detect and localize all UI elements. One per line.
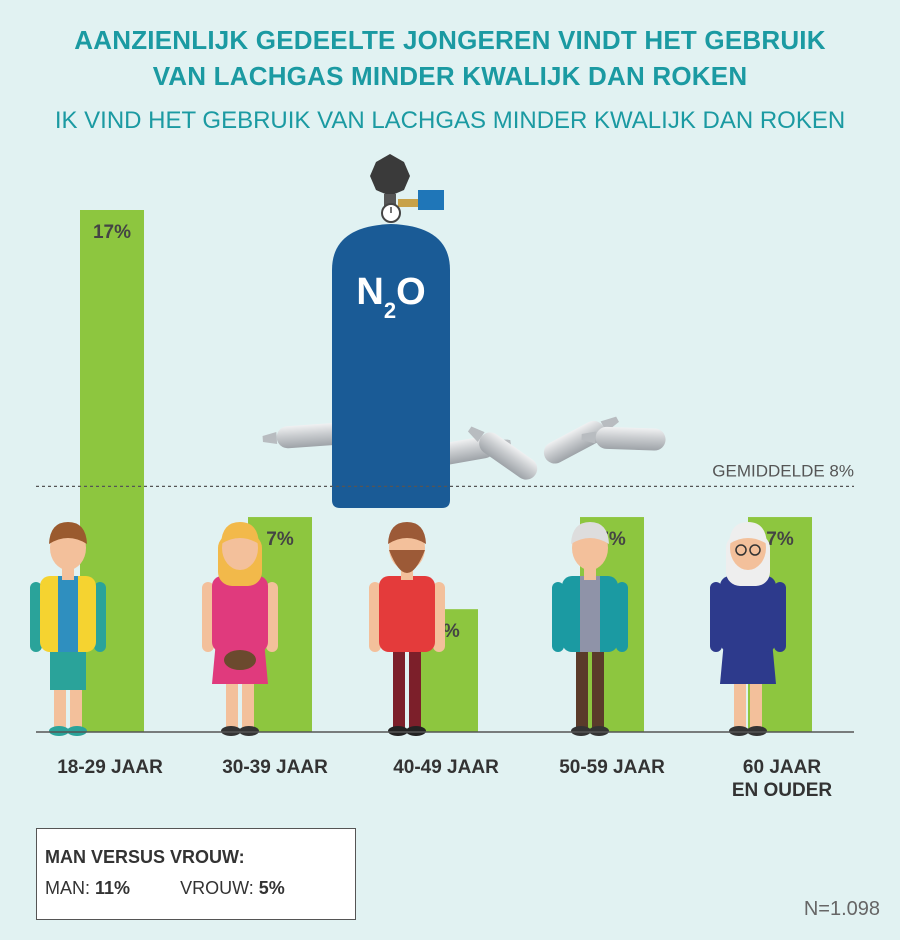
category-label: 60 JAAR EN OUDER [732,757,833,801]
vrouw-label: VROUW: [180,878,254,898]
title-line-2: VAN LACHGAS MINDER KWALIJK DAN ROKEN [152,61,748,91]
person-illustration-50-59 [552,522,628,736]
chart-title: AANZIENLIJK GEDEELTE JONGEREN VINDT HET … [0,22,900,94]
average-label: GEMIDDELDE 8% [712,461,854,480]
category-label: 40-49 JAAR [393,757,499,778]
value-label: 7% [766,529,794,550]
person-illustration-60-plus [710,522,786,736]
summary-title: MAN VERSUS VROUW: [45,847,245,867]
category-label: 30-39 JAAR [222,757,328,778]
chart-subtitle: IK VIND HET GEBRUIK VAN LACHGAS MINDER K… [54,107,846,134]
bar [80,210,144,732]
cartridge-icon [262,423,343,449]
valve-knob-icon [370,154,410,196]
nitrous-tank-illustration: N2O [262,154,666,508]
sample-size: N=1.098 [803,898,880,920]
gender-summary-box: MAN VERSUS VROUW: MAN: 11% VROUW: 5% [36,828,356,920]
gas-tank-icon [332,224,450,508]
person-illustration-18-29 [30,522,106,736]
man-value: 11% [95,878,131,898]
title-line-1: AANZIENLIJK GEDEELTE JONGEREN VINDT HET … [74,25,826,55]
vrouw-value: 5% [258,878,285,898]
category-label: 18-29 JAAR [57,757,163,778]
cartridge-icon [581,426,666,451]
value-label: 7% [266,529,294,550]
person-illustration-30-39 [202,522,278,736]
value-label: 17% [93,222,131,243]
tank-label: N2O [356,271,425,323]
cartridge-icon [467,426,538,480]
man-label: MAN: [45,878,90,898]
category-label: 50-59 JAAR [559,757,665,778]
person-illustration-40-49 [369,522,445,736]
summary-values: MAN: 11% VROUW: 5% [45,878,355,899]
